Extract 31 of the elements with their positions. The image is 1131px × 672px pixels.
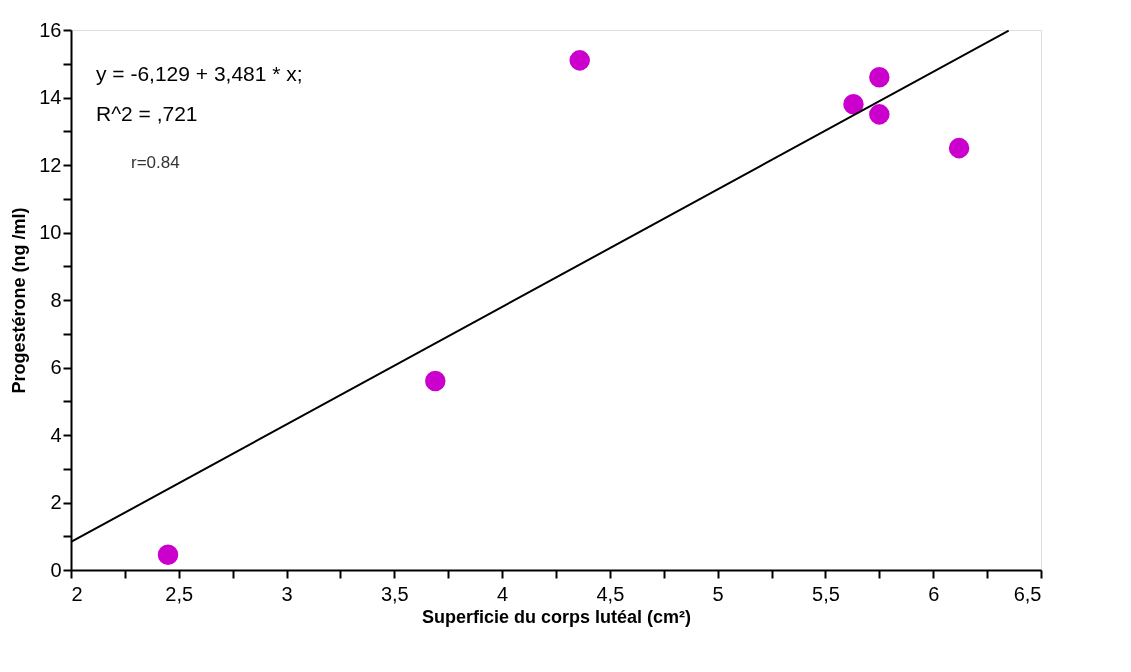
y-tick-label: 14 xyxy=(39,86,62,108)
y-tick-label: 8 xyxy=(50,288,62,311)
x-tick-label: 5,5 xyxy=(812,582,840,605)
x-tick-label: 3 xyxy=(281,582,293,605)
y-tick-label: 4 xyxy=(50,423,62,446)
x-axis-title: Superficie du corps lutéal (cm²) xyxy=(421,606,692,627)
annotation: r=0.84 xyxy=(131,153,180,172)
annotation: R^2 = ,721 xyxy=(96,102,198,125)
point xyxy=(569,50,590,71)
point xyxy=(425,370,446,392)
x-tick-label: 4,5 xyxy=(596,582,625,605)
y-tick-label: 16 xyxy=(39,18,62,41)
point xyxy=(948,137,970,159)
point xyxy=(869,104,890,125)
y-tick-label: 0 xyxy=(50,558,62,581)
x-tick-label: 5 xyxy=(712,582,724,605)
x-tick-label: 2 xyxy=(71,582,83,605)
x-tick-label: 2,5 xyxy=(165,582,194,605)
y-axis-title: Progestérone (ng /ml) xyxy=(9,207,30,394)
y-tick-label: 6 xyxy=(50,356,62,378)
x-tick-label: 4 xyxy=(497,582,509,605)
y-tick-label: 10 xyxy=(39,221,62,243)
annotation: y = -6,129 + 3,481 * x; xyxy=(96,62,303,85)
x-tick-label: 6 xyxy=(928,582,940,605)
point xyxy=(869,67,890,88)
point xyxy=(843,94,864,115)
point xyxy=(157,544,179,566)
y-tick-label: 12 xyxy=(39,153,62,176)
x-tick-label: 3,5 xyxy=(380,582,409,605)
x-tick-label: 6,5 xyxy=(1013,582,1042,605)
y-tick-label: 2 xyxy=(50,491,62,513)
